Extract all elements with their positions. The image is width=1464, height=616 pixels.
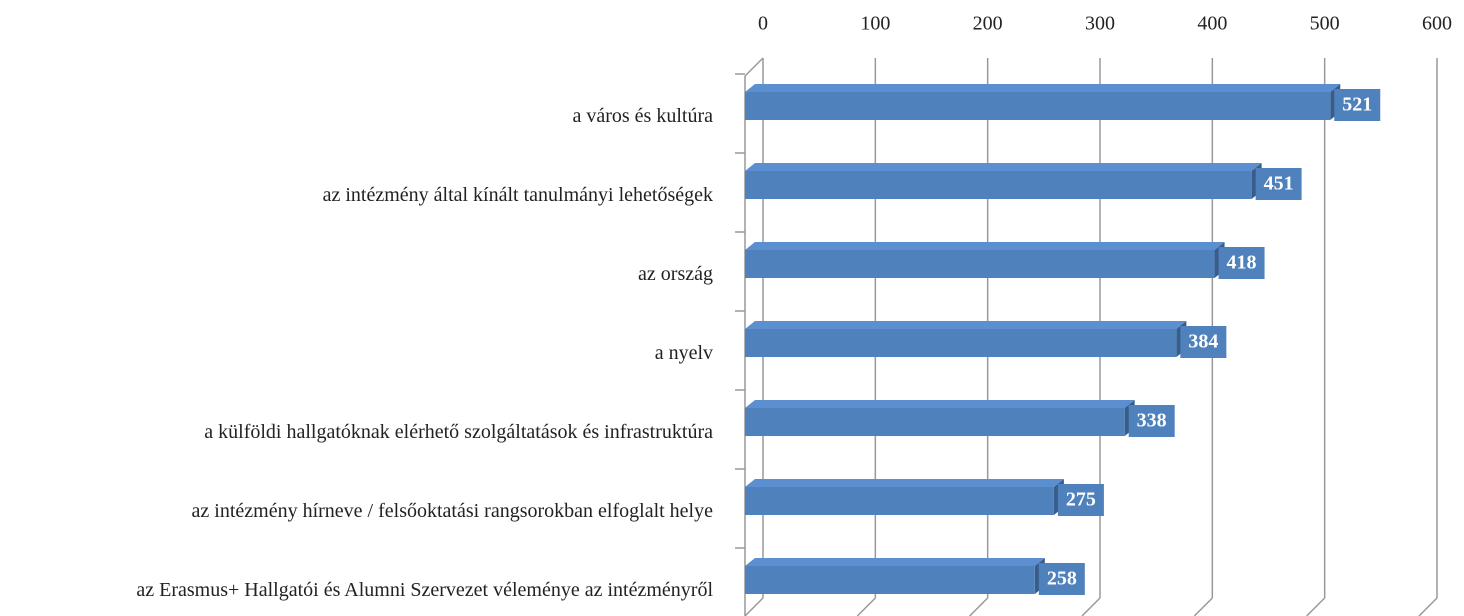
x-tick-label: 400 <box>1197 13 1227 35</box>
data-label-box <box>1180 326 1227 358</box>
data-label: 258 <box>1047 568 1077 590</box>
bar <box>745 329 1177 357</box>
y-tick-label: a külföldi hallgatóknak elérhető szolgál… <box>204 421 713 443</box>
bar-top <box>745 242 1225 250</box>
bar-top <box>745 558 1045 566</box>
data-label: 451 <box>1264 173 1294 195</box>
grid-line <box>1193 597 1213 616</box>
bar-top <box>745 321 1187 329</box>
data-label-box <box>1128 405 1175 437</box>
data-label: 338 <box>1137 410 1167 432</box>
axis-line <box>744 57 764 77</box>
y-tick-label: az ország <box>638 263 713 285</box>
data-label: 418 <box>1227 252 1257 274</box>
y-tick-label: a város és kultúra <box>572 105 713 127</box>
data-label-box <box>1334 89 1381 121</box>
data-label: 521 <box>1342 94 1372 116</box>
data-label-box <box>1218 247 1265 279</box>
y-tick-label: a nyelv <box>654 342 713 364</box>
x-tick-label: 100 <box>860 13 890 35</box>
grid-line <box>1081 597 1101 616</box>
y-tick-label: az intézmény által kínált tanulmányi leh… <box>322 184 713 206</box>
bar-top <box>745 479 1064 487</box>
grid-line <box>744 597 764 616</box>
grid-line <box>969 597 989 616</box>
y-tick-label: az intézmény hírneve / felsőoktatási ran… <box>191 500 713 522</box>
data-label: 384 <box>1188 331 1218 353</box>
bar <box>745 408 1125 436</box>
bar <box>745 566 1035 594</box>
grid-line <box>1418 597 1438 616</box>
bar <box>745 487 1054 515</box>
bar-top <box>745 84 1341 92</box>
x-tick-label: 200 <box>973 13 1003 35</box>
data-label: 275 <box>1066 489 1096 511</box>
data-label-box <box>1038 563 1085 595</box>
x-tick-label: 500 <box>1310 13 1340 35</box>
bar <box>745 250 1215 278</box>
grid-line <box>856 597 876 616</box>
bar <box>745 171 1252 199</box>
grid-line <box>1306 597 1326 616</box>
x-tick-label: 600 <box>1422 13 1452 35</box>
x-tick-label: 300 <box>1085 13 1115 35</box>
x-tick-label: 0 <box>758 13 768 35</box>
bar-top <box>745 400 1135 408</box>
data-label-box <box>1255 168 1302 200</box>
y-tick-label: az Erasmus+ Hallgatói és Alumni Szerveze… <box>136 579 713 601</box>
bar <box>745 92 1331 120</box>
bar-top <box>745 163 1262 171</box>
data-label-box <box>1057 484 1104 516</box>
